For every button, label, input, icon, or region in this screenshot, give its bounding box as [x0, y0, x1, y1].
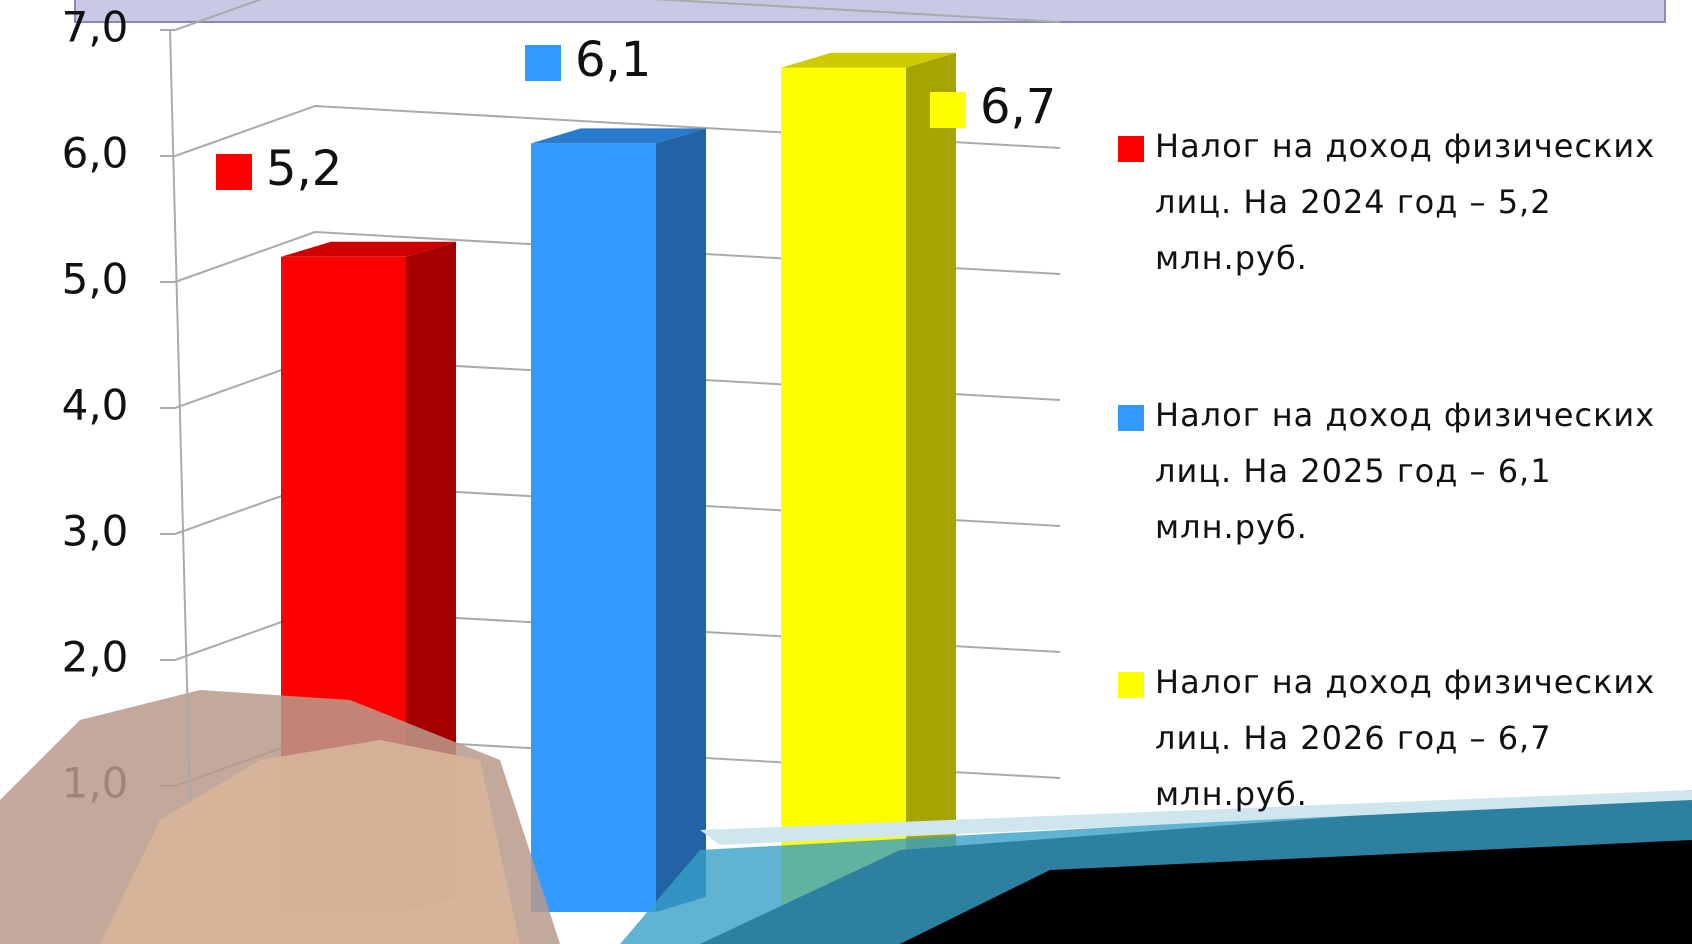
light-wave [700, 790, 1692, 845]
data-label: 5,2 [266, 141, 342, 197]
bar-top [781, 52, 956, 68]
y-tick-label: 5,0 [62, 255, 129, 304]
bar-top [531, 128, 706, 144]
y-tick-label: 4,0 [62, 381, 129, 430]
data-label-marker [930, 92, 966, 128]
data-label-marker [216, 154, 252, 190]
legend-marker [1118, 136, 1144, 162]
bar [781, 67, 906, 913]
data-label-marker [525, 45, 561, 81]
data-label: 6,1 [575, 32, 651, 88]
blue-wave [620, 795, 1692, 944]
y-tick-label: 6,0 [62, 129, 129, 178]
y-tick-label: 7,0 [62, 3, 129, 52]
legend-label: Налог на доход физических лиц. На 2026 г… [1155, 663, 1656, 813]
y-tick-label: 3,0 [62, 507, 129, 556]
legend-label: Налог на доход физических лиц. На 2024 г… [1155, 127, 1656, 277]
bar-side [906, 52, 956, 913]
legend-marker [1118, 672, 1144, 698]
legend-label: Налог на доход физических лиц. На 2025 г… [1155, 396, 1656, 546]
bar-side [656, 128, 706, 912]
background-decoration [0, 690, 1692, 944]
data-label: 6,7 [980, 79, 1056, 135]
banknotes [100, 740, 520, 944]
y-tick-label: 2,0 [62, 633, 129, 682]
bar [531, 143, 656, 912]
y-axis [169, 29, 191, 801]
legend-marker [1118, 405, 1144, 431]
grid-line [174, 0, 1061, 31]
bar-top [281, 241, 456, 257]
